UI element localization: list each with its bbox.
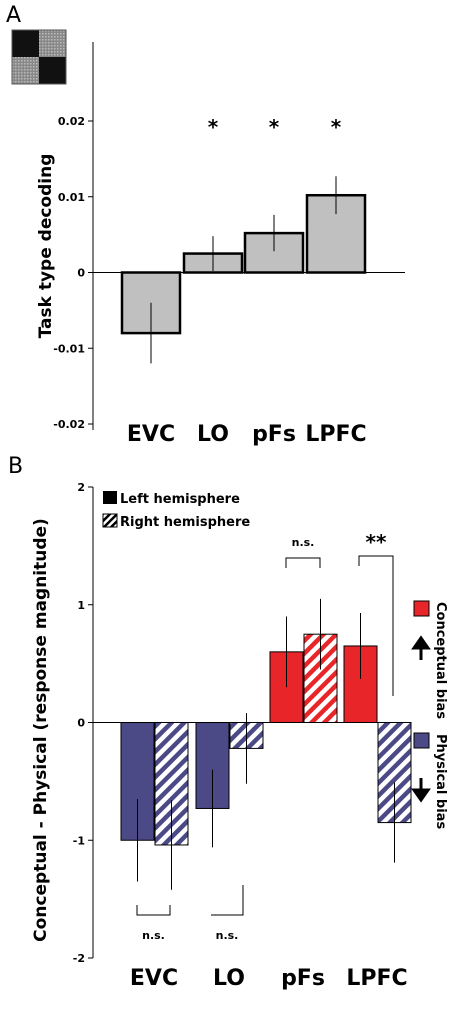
physical-bias-annotation: Physical bias [411, 732, 448, 829]
panel-a-category-label: EVC [127, 422, 175, 447]
panel-a-category-label: LPFC [305, 422, 366, 447]
panel-a-category-label: LO [197, 422, 229, 447]
panel-a-label: A [6, 3, 21, 28]
panel-b-significance-bracket [211, 885, 244, 916]
panel-b-significance-bracket [136, 905, 171, 916]
panel-b-significance: n.s. [216, 929, 239, 942]
panel-a-significance: * [269, 115, 280, 139]
panel-b-significance-bracket [358, 555, 394, 696]
legend-swatch-right [102, 513, 118, 528]
legend-label-right: Right hemisphere [120, 515, 250, 530]
conceptual-bias-label: Conceptual bias [433, 602, 448, 719]
panel-a-ytick-label: -0.01 [53, 342, 85, 355]
up-arrow-icon [411, 635, 431, 660]
panel-b-label: B [8, 454, 23, 479]
legend-label-left: Left hemisphere [120, 492, 240, 507]
panel-b-category-label: pFs [281, 966, 325, 991]
panel-b-ytick-label: 2 [77, 481, 85, 494]
down-arrow-icon [411, 778, 431, 803]
panel-b-ytick-label: -2 [73, 952, 85, 965]
physical-bias-swatch [413, 732, 430, 749]
panel-b-significance-bracket [285, 557, 321, 568]
panel-b-ytick-label: 1 [77, 599, 85, 612]
panel-a-significance: * [208, 115, 219, 139]
panel-b-ylabel: Conceptual - Physical (response magnitud… [31, 518, 51, 942]
panel-a-significance: * [331, 115, 342, 139]
panel-b-significance: n.s. [142, 929, 165, 942]
panel-b-category-label: LPFC [346, 966, 407, 991]
physical-bias-label: Physical bias [433, 734, 448, 829]
checkerboard-icon [11, 29, 67, 85]
legend: Left hemisphere Right hemisphere [102, 491, 250, 530]
panel-a-chart: -0.02 -0.01 0 0.01 0.02 EVC * LO * pFs * LPFC [53, 42, 405, 447]
legend-swatch-left [103, 491, 117, 504]
panel-a-ytick-label: -0.02 [53, 418, 85, 431]
panel-a-ytick-label: 0.02 [58, 115, 85, 128]
panel-b-significance: ** [366, 530, 387, 554]
panel-b-chart: -2 -1 0 1 2 EVC LO pFs LPFC n.s. n.s. n.s. ** [73, 481, 412, 991]
conceptual-bias-annotation: Conceptual bias [411, 600, 448, 719]
panel-b-category-label: LO [213, 966, 245, 991]
panel-a-ytick-label: 0.01 [58, 191, 85, 204]
panel-a-category-label: pFs [252, 422, 296, 447]
panel-b-category-label: EVC [130, 966, 178, 991]
panel-a-ytick-label: 0 [77, 267, 85, 280]
panel-b-ytick-label: 0 [77, 717, 85, 730]
panel-b-ytick-label: -1 [73, 834, 85, 847]
panel-a-ylabel: Task type decoding [36, 154, 56, 339]
panel-b-significance: n.s. [292, 536, 315, 549]
conceptual-bias-swatch [413, 600, 430, 617]
